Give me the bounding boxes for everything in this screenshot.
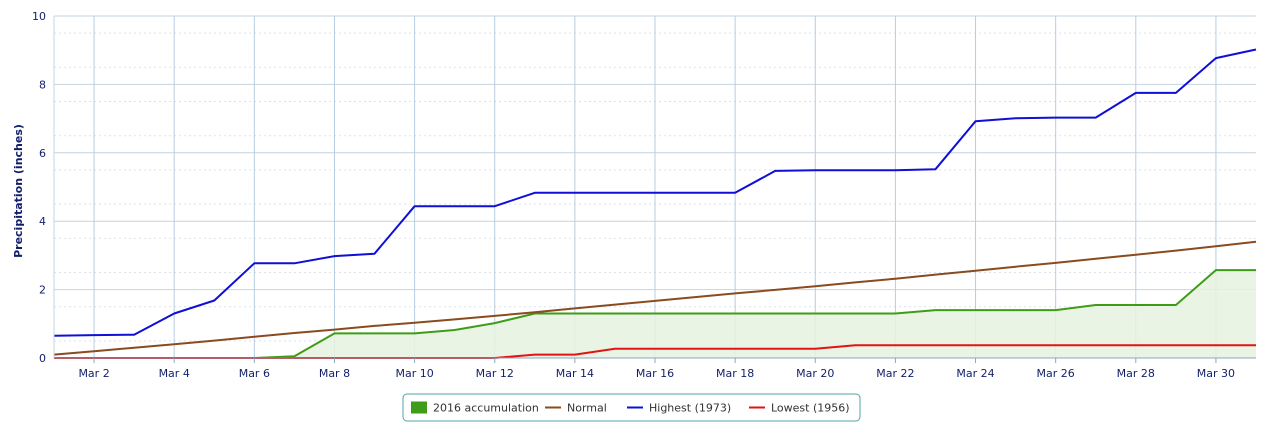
x-tick-label: Mar 20 [796,367,834,380]
axes: 0 2 4 6 8 10 Mar 2 Mar 4 Mar 6 Mar 8 Mar 10 Mar 12 M… [32,10,1256,380]
y-tick-label: 6 [39,147,46,160]
y-tick-label: 0 [39,352,46,365]
series-line-highest-1973 [53,48,1257,337]
series-line-normal [53,240,1257,356]
x-tick-label: Mar 24 [956,367,994,380]
legend-item-label: Lowest (1956) [771,402,850,415]
legend[interactable]: 2016 accumulation Normal Highest (1973) Low… [402,393,861,422]
x-tick-label: Mar 2 [78,367,109,380]
x-tick-label: Mar 26 [1037,367,1075,380]
y-tick-label: 8 [39,78,46,91]
y-tick-label: 4 [39,215,46,228]
legend-item-label: 2016 accumulation [433,402,539,415]
x-tick-label: Mar 16 [636,367,674,380]
y-axis-title: Precipitation (inches) [12,124,25,258]
x-tick-label: Mar 8 [319,367,350,380]
x-tick-label: Mar 28 [1117,367,1155,380]
x-tick-label: Mar 4 [159,367,190,380]
legend-item-label: Highest (1973) [649,402,731,415]
x-tick-label: Mar 30 [1197,367,1235,380]
x-tick-label: Mar 22 [876,367,914,380]
x-tick-label: Mar 6 [239,367,270,380]
x-tick-label: Mar 10 [395,367,433,380]
x-tick-label: Mar 18 [716,367,754,380]
x-tick-label: Mar 12 [476,367,514,380]
x-tick-label: Mar 14 [556,367,594,380]
legend-symbol [411,401,427,414]
legend-item-label: Normal [567,402,607,415]
y-tick-label: 2 [39,284,46,297]
y-tick-label: 10 [32,10,46,23]
